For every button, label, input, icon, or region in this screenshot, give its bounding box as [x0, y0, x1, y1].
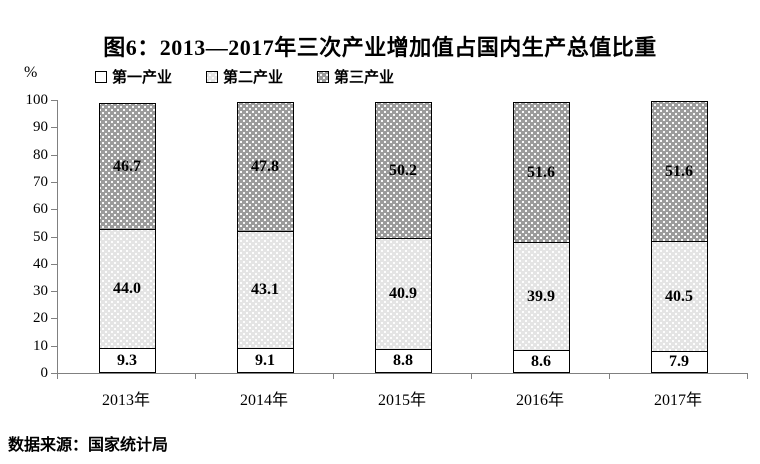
x-tick-mark	[195, 374, 196, 379]
x-tick-mark	[747, 374, 748, 379]
bar-segment-第一产业: 9.1	[236, 348, 294, 373]
y-tick-label: 60	[33, 201, 48, 218]
y-tick-label: 80	[33, 146, 48, 163]
x-category-label: 2013年	[101, 392, 150, 409]
source-note: 数据来源：国家统计局	[8, 437, 169, 454]
x-tick-mark	[609, 374, 610, 379]
stacked-bar: 51.6 40.5 7.9	[650, 101, 708, 373]
bar-category-2013年: 46.7 44.0 9.3	[58, 100, 196, 373]
segment-value-label: 40.9	[389, 285, 417, 302]
segment-value-label: 40.5	[665, 287, 693, 305]
y-tick-mark	[51, 154, 57, 156]
bar-segment-第一产业: 7.9	[650, 351, 708, 373]
segment-value-label: 43.1	[251, 281, 279, 298]
legend-item-1: 第一产业	[95, 66, 172, 87]
segment-value-label: 7.9	[669, 353, 689, 370]
x-tick-mark	[471, 374, 472, 379]
legend-marker-dark-dots-icon	[317, 70, 330, 83]
bar-segment-第一产业: 8.6	[512, 350, 570, 373]
y-tick-label: 100	[25, 92, 49, 108]
stacked-bar: 51.6 39.9 8.6	[512, 102, 570, 373]
y-axis-unit-label: %	[24, 64, 38, 81]
bar-segment-第三产业: 47.8	[236, 102, 294, 232]
legend-label: 第一产业	[112, 69, 173, 86]
legend-marker-white-icon	[95, 70, 107, 83]
bar-segment-第三产业: 51.6	[512, 102, 570, 243]
segment-value-label: 46.7	[113, 157, 141, 175]
y-tick-mark	[51, 345, 57, 347]
segment-value-label: 51.6	[665, 162, 693, 180]
y-tick-mark	[51, 373, 57, 374]
plot-area: 46.7 44.0 9.3 47.8 43.1 9.1 50.2 40.9 8.8 51.6 39.…	[57, 100, 748, 374]
y-tick-mark	[51, 181, 57, 183]
segment-value-label: 50.2	[389, 161, 417, 179]
segment-value-label: 8.6	[531, 352, 551, 370]
stacked-bar: 46.7 44.0 9.3	[98, 103, 156, 373]
bar-segment-第二产业: 40.5	[650, 241, 708, 352]
y-tick-mark	[51, 209, 57, 211]
legend-item-3: 第三产业	[317, 66, 394, 87]
bar-segment-第一产业: 8.8	[374, 349, 432, 373]
y-tick-label: 90	[33, 119, 48, 136]
y-tick-label: 50	[33, 228, 48, 245]
chart-title: 图6：2013—2017年三次产业增加值占国内生产总值比重	[103, 35, 657, 60]
x-category-label: 2015年	[377, 392, 426, 409]
bar-category-2016年: 51.6 39.9 8.6	[472, 100, 610, 373]
x-category-label: 2014年	[239, 392, 288, 409]
segment-value-label: 44.0	[113, 280, 141, 297]
y-tick-mark	[51, 127, 57, 129]
y-tick-mark	[51, 100, 57, 101]
bar-segment-第一产业: 9.3	[98, 348, 156, 373]
y-tick-label: 30	[33, 283, 48, 300]
x-category-label: 2016年	[515, 392, 564, 409]
y-tick-mark	[51, 236, 57, 238]
legend-label: 第二产业	[223, 69, 284, 86]
legend-marker-light-dots-icon	[206, 70, 219, 83]
y-tick-label: 10	[33, 337, 48, 354]
legend: 第一产业 第二产业 第三产业	[95, 66, 394, 87]
segment-value-label: 9.1	[255, 351, 275, 369]
x-category-label: 2017年	[653, 392, 702, 409]
bar-segment-第二产业: 44.0	[98, 229, 156, 349]
segment-value-label: 8.8	[393, 352, 413, 369]
stacked-bar: 50.2 40.9 8.8	[374, 102, 432, 373]
segment-value-label: 51.6	[527, 163, 555, 181]
y-tick-mark	[51, 291, 57, 293]
segment-value-label: 47.8	[251, 158, 279, 175]
bar-segment-第二产业: 43.1	[236, 231, 294, 349]
legend-item-2: 第二产业	[206, 66, 283, 87]
segment-value-label: 39.9	[527, 287, 555, 305]
stacked-bar: 47.8 43.1 9.1	[236, 102, 294, 373]
bar-segment-第三产业: 46.7	[98, 103, 156, 230]
y-tick-label: 0	[40, 365, 49, 381]
x-tick-mark	[333, 374, 334, 379]
y-tick-mark	[51, 318, 57, 320]
legend-label: 第三产业	[334, 69, 395, 86]
y-tick-label: 20	[33, 310, 48, 327]
bar-category-2017年: 51.6 40.5 7.9	[610, 100, 748, 373]
y-tick-mark	[51, 263, 57, 265]
bar-category-2015年: 50.2 40.9 8.8	[334, 100, 472, 373]
y-tick-label: 40	[33, 255, 48, 272]
bar-segment-第三产业: 51.6	[650, 101, 708, 242]
segment-value-label: 9.3	[117, 351, 137, 369]
bar-segment-第二产业: 40.9	[374, 238, 432, 350]
y-tick-label: 70	[33, 173, 48, 190]
x-tick-mark	[57, 374, 58, 379]
bar-category-2014年: 47.8 43.1 9.1	[196, 100, 334, 373]
bar-segment-第二产业: 39.9	[512, 242, 570, 351]
bar-segment-第三产业: 50.2	[374, 102, 432, 239]
